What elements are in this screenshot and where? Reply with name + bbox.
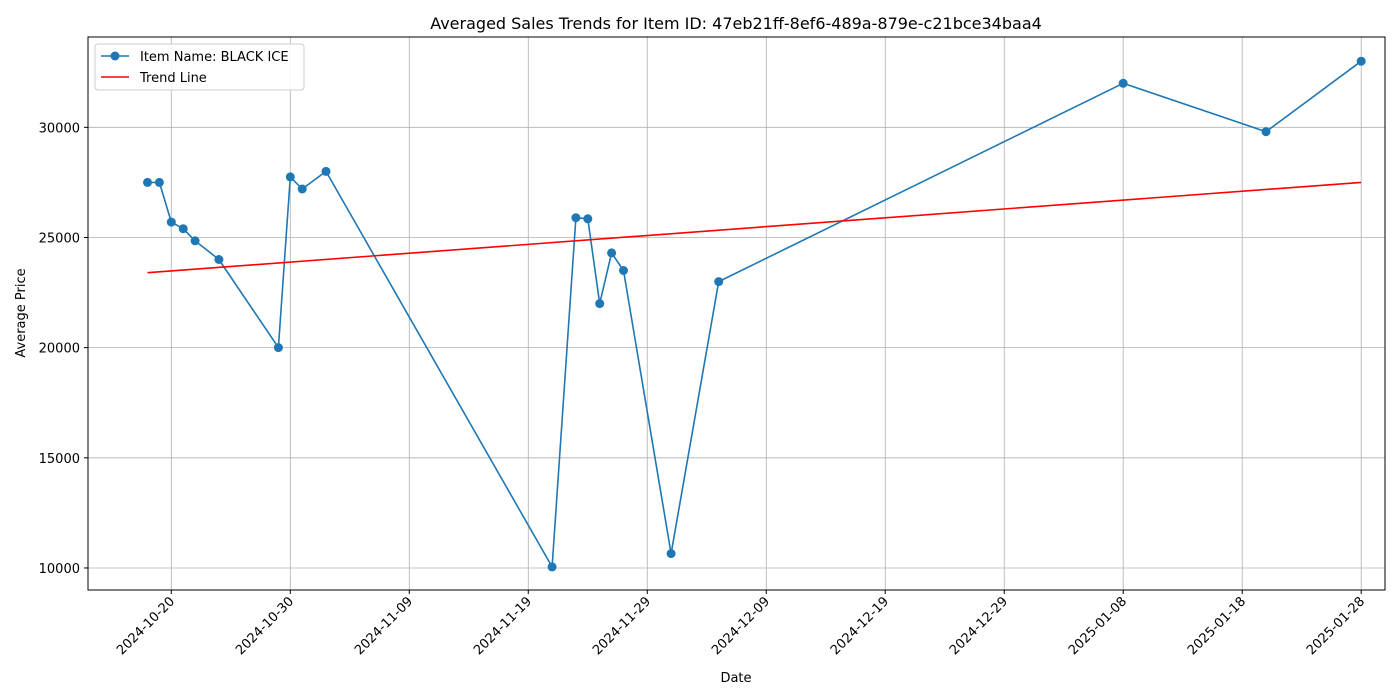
data-point [666, 549, 676, 559]
y-tick-label: 10000 [39, 562, 80, 577]
data-point [619, 266, 628, 275]
grid-lines [88, 37, 1385, 590]
data-point [714, 277, 724, 287]
x-tick-label: 2024-12-29 [947, 594, 1011, 658]
data-point [1261, 127, 1271, 137]
legend-label-black-ice: Item Name: BLACK ICE [140, 50, 289, 65]
data-point [273, 343, 283, 353]
data-point [178, 224, 188, 234]
data-point [571, 213, 581, 223]
legend-label-trend-line: Trend Line [139, 71, 207, 86]
data-point [214, 255, 224, 264]
series-layer [143, 56, 1366, 572]
series-line-black-ice [147, 60, 1362, 568]
data-point [166, 217, 176, 227]
x-tick-label: 2025-01-18 [1185, 594, 1249, 658]
y-tick-label: 25000 [39, 231, 80, 246]
x-tick-label: 2024-10-20 [114, 594, 178, 658]
x-axis-ticks: 2024-10-20 2024-10-30 2024-11-09 2024-11-19… [114, 590, 1368, 658]
x-tick-label: 2024-12-09 [709, 594, 773, 658]
chart-title: Averaged Sales Trends for Item ID: 47eb2… [430, 14, 1042, 33]
legend-box [94, 43, 305, 91]
y-tick-label: 30000 [39, 121, 80, 136]
data-point [547, 562, 557, 572]
data-point [143, 177, 152, 187]
data-point [321, 166, 331, 176]
data-point [1118, 78, 1128, 88]
plot-frame [87, 36, 1386, 591]
y-axis-ticks: 10000 15000 20000 25000 30000 [39, 121, 88, 577]
data-point [1356, 56, 1366, 66]
y-tick-label: 20000 [39, 342, 80, 357]
data-point [297, 184, 307, 194]
x-tick-label: 2025-01-08 [1066, 594, 1130, 658]
x-tick-label: 2025-01-28 [1304, 594, 1368, 658]
x-tick-label: 2024-12-19 [828, 594, 892, 658]
legend: Item Name: BLACK ICE Trend Line [94, 43, 305, 91]
x-tick-label: 2024-11-19 [471, 594, 535, 658]
data-point [190, 236, 200, 246]
x-axis-label: Date [720, 671, 751, 686]
data-point [607, 248, 617, 258]
data-point [154, 177, 164, 187]
legend-marker-black-ice [110, 51, 120, 61]
data-point [285, 172, 295, 182]
x-tick-label: 2024-11-29 [590, 594, 654, 658]
data-point [595, 299, 605, 309]
x-tick-label: 2024-11-09 [352, 594, 416, 658]
x-tick-label: 2024-10-30 [233, 594, 297, 658]
y-tick-label: 15000 [39, 452, 80, 467]
trend-line [147, 181, 1362, 274]
data-point [583, 214, 593, 224]
y-axis-label: Average Price [14, 268, 29, 357]
